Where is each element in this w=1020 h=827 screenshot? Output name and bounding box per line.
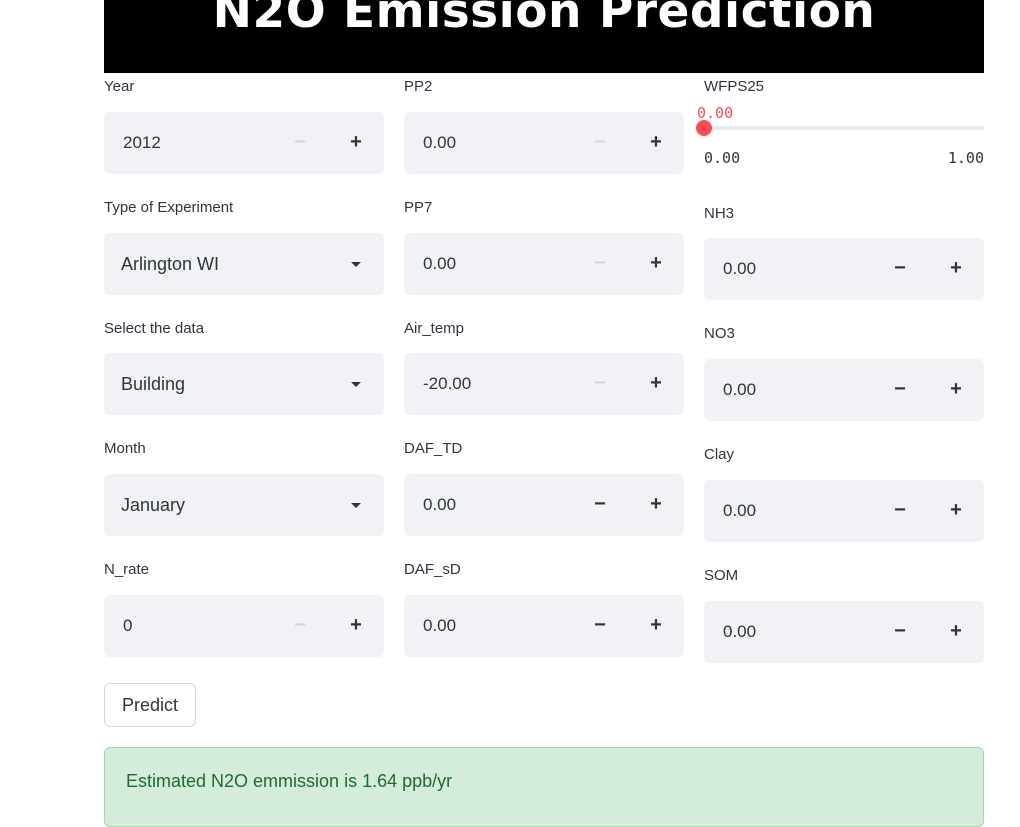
daf-sd-input-box: 0.00 − + — [404, 595, 684, 657]
n-rate-input-box: 0 − + — [104, 595, 384, 657]
daf-sd-decrement-button[interactable]: − — [594, 614, 606, 636]
pp2-input-box: 0.00 − + — [404, 112, 684, 174]
air-temp-input[interactable]: -20.00 — [423, 374, 472, 393]
year-increment-button[interactable]: + — [350, 131, 362, 153]
no3-increment-button[interactable]: + — [950, 378, 962, 400]
daf-sd-increment-button[interactable]: + — [650, 614, 662, 636]
result-alert: Estimated N2O emmission is 1.64 ppb/yr — [104, 747, 984, 827]
n-rate-increment-button[interactable]: + — [350, 614, 362, 636]
pp2-input[interactable]: 0.00 — [423, 133, 457, 152]
n-rate-decrement-button[interactable]: − — [294, 614, 306, 636]
wfps25-slider-thumb[interactable] — [696, 120, 712, 136]
nh3-increment-button[interactable]: + — [950, 257, 962, 279]
nh3-label: NH3 — [704, 205, 735, 222]
title-banner: N2O Emission Prediction — [104, 0, 984, 73]
pp7-decrement-button[interactable]: − — [594, 252, 606, 274]
wfps25-slider-max: 1.00 — [947, 149, 984, 167]
experiment-select-value: Arlington WI — [121, 254, 220, 274]
data-select-value: Building — [121, 374, 186, 394]
som-decrement-button[interactable]: − — [894, 620, 906, 642]
clay-label: Clay — [704, 446, 735, 463]
clay-increment-button[interactable]: + — [950, 499, 962, 521]
chevron-down-icon — [351, 382, 361, 387]
month-select[interactable]: January — [104, 474, 384, 536]
som-label: SOM — [704, 567, 739, 584]
nh3-input[interactable]: 0.00 — [723, 259, 757, 278]
daf-sd-label: DAF_sD — [404, 561, 461, 578]
pp7-input-box: 0.00 − + — [404, 233, 684, 295]
no3-input-box: 0.00 − + — [704, 359, 984, 421]
pp2-increment-button[interactable]: + — [650, 131, 662, 153]
pp2-decrement-button[interactable]: − — [594, 131, 606, 153]
air-temp-increment-button[interactable]: + — [650, 372, 662, 394]
year-input[interactable]: 2012 — [123, 133, 161, 152]
predict-button[interactable]: Predict — [104, 683, 196, 727]
wfps25-slider-min: 0.00 — [704, 149, 741, 167]
daf-sd-input[interactable]: 0.00 — [423, 616, 457, 635]
month-select-value: January — [121, 495, 186, 515]
daf-td-input-box: 0.00 − + — [404, 474, 684, 536]
daf-td-label: DAF_TD — [404, 440, 463, 457]
clay-decrement-button[interactable]: − — [894, 499, 906, 521]
experiment-label: Type of Experiment — [104, 199, 234, 216]
air-temp-label: Air_temp — [404, 320, 465, 337]
n-rate-input[interactable]: 0 — [123, 616, 133, 635]
year-decrement-button[interactable]: − — [294, 131, 306, 153]
result-text: Estimated N2O emmission is 1.64 ppb/yr — [126, 771, 453, 791]
som-input-box: 0.00 − + — [704, 601, 984, 663]
no3-decrement-button[interactable]: − — [894, 378, 906, 400]
chevron-down-icon — [351, 503, 361, 508]
clay-input[interactable]: 0.00 — [723, 501, 757, 520]
pp7-input[interactable]: 0.00 — [423, 254, 457, 273]
air-temp-input-box: -20.00 − + — [404, 353, 684, 415]
daf-td-decrement-button[interactable]: − — [594, 493, 606, 515]
nh3-input-box: 0.00 − + — [704, 238, 984, 300]
data-select[interactable]: Building — [104, 353, 384, 415]
som-input[interactable]: 0.00 — [723, 622, 757, 641]
pp2-label: PP2 — [404, 78, 433, 95]
daf-td-increment-button[interactable]: + — [650, 493, 662, 515]
experiment-select[interactable]: Arlington WI — [104, 233, 384, 295]
nh3-decrement-button[interactable]: − — [894, 257, 906, 279]
air-temp-decrement-button[interactable]: − — [594, 372, 606, 394]
daf-td-input[interactable]: 0.00 — [423, 495, 457, 514]
wfps25-label: WFPS25 — [704, 78, 765, 95]
year-label: Year — [104, 78, 135, 95]
chevron-down-icon — [351, 262, 361, 267]
wfps25-slider-value: 0.00 — [697, 104, 734, 122]
n-rate-label: N_rate — [104, 561, 150, 578]
pp7-increment-button[interactable]: + — [650, 252, 662, 274]
month-label: Month — [104, 440, 146, 457]
page-title: N2O Emission Prediction — [212, 0, 876, 39]
year-input-box: 2012 − + — [104, 112, 384, 174]
wfps25-slider-track[interactable] — [704, 126, 984, 130]
data-label: Select the data — [104, 320, 205, 337]
no3-label: NO3 — [704, 325, 735, 342]
som-increment-button[interactable]: + — [950, 620, 962, 642]
pp7-label: PP7 — [404, 199, 433, 216]
clay-input-box: 0.00 − + — [704, 480, 984, 542]
no3-input[interactable]: 0.00 — [723, 380, 757, 399]
